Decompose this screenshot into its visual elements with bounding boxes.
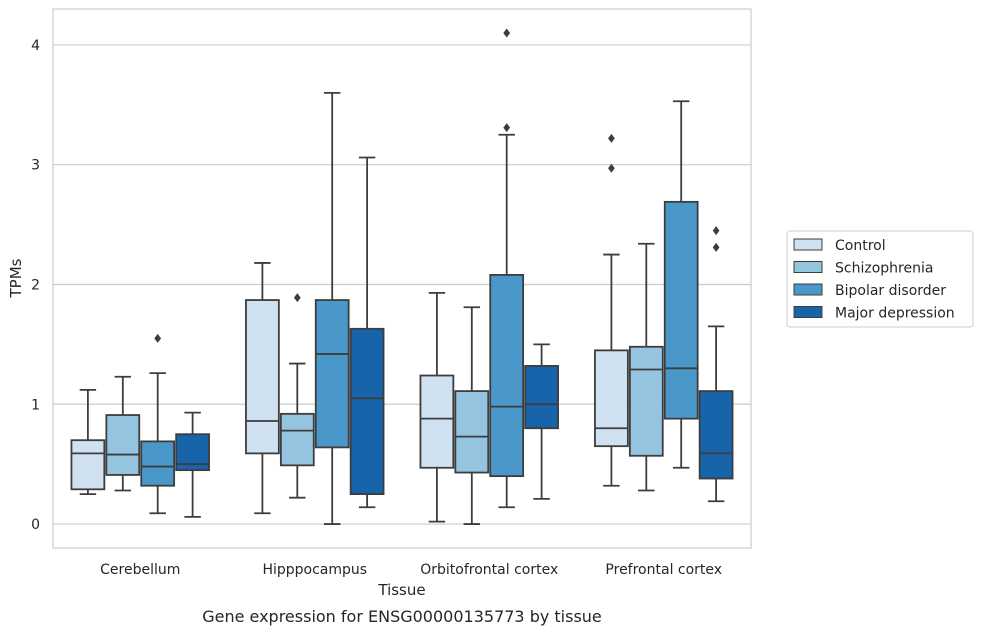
y-tick-labels: 0 1 2 3 4 [31, 38, 40, 533]
x-tick-label: Hipppocampus [262, 562, 367, 578]
box-3-0 [594, 133, 629, 487]
legend-label: Control [835, 238, 886, 254]
y-tick-label: 2 [31, 277, 40, 293]
figure-caption: Gene expression for ENSG00000135773 by t… [202, 607, 602, 626]
box-body [628, 345, 664, 457]
legend-swatch [793, 261, 823, 273]
box-0-1 [105, 375, 141, 492]
box-body [105, 414, 141, 476]
box-body [663, 200, 699, 420]
box-0-2 [140, 333, 176, 515]
box-3-3 [698, 226, 734, 503]
y-tick-label: 1 [31, 397, 40, 413]
outlier-point [503, 28, 511, 38]
box-body [245, 299, 280, 455]
box-0-0 [70, 388, 106, 496]
x-tick-label: Prefrontal cortex [605, 562, 722, 578]
x-tick-labels: Cerebellum Hipppocampus Orbitofrontal cort… [100, 562, 722, 578]
box-body [140, 440, 176, 487]
box-body [524, 365, 559, 430]
legend: Control Schizophrenia Bipolar disorder Majo… [786, 230, 974, 328]
box-body [419, 374, 455, 469]
box-2-2 [489, 28, 525, 509]
box-body [314, 299, 350, 449]
box-3-2 [663, 100, 699, 469]
box-body [349, 327, 385, 496]
box-1-1 [279, 293, 315, 499]
legend-swatch [793, 283, 823, 296]
box-body [454, 390, 490, 474]
outlier-point [154, 333, 162, 343]
x-axis-label: Tissue [377, 581, 425, 599]
outlier-point [293, 293, 301, 303]
y-tick-label: 4 [31, 38, 40, 54]
box-2-1 [454, 306, 490, 525]
outlier-point [712, 242, 720, 252]
box-0-3 [175, 411, 210, 518]
box-3-1 [628, 242, 664, 492]
box-2-0 [419, 291, 455, 523]
box-body [698, 390, 734, 480]
box-1-2 [314, 91, 350, 525]
x-tick-label: Orbitofrontal cortex [420, 562, 558, 578]
boxes [70, 28, 734, 525]
box-2-3 [524, 343, 559, 500]
legend-label: Bipolar disorder [835, 283, 946, 299]
box-body [594, 349, 629, 448]
outlier-point [503, 123, 511, 133]
y-tick-label: 0 [31, 517, 40, 533]
box-body [489, 274, 525, 478]
legend-swatch [793, 306, 823, 318]
box-1-3 [349, 156, 385, 509]
outlier-point [608, 133, 615, 143]
outlier-point [608, 163, 615, 173]
x-tick-label: Cerebellum [100, 562, 180, 578]
outlier-point [712, 226, 720, 236]
box-1-0 [245, 262, 280, 515]
legend-label: Major depression [835, 306, 955, 322]
plot-area-frame [52, 8, 752, 549]
legend-frame [786, 230, 974, 328]
y-tick-label: 3 [31, 158, 40, 174]
legend-label: Schizophrenia [835, 261, 933, 277]
box-body [70, 439, 106, 491]
legend-swatch [793, 238, 823, 251]
box-body [279, 412, 315, 467]
y-axis-label: TPMs [7, 258, 25, 298]
